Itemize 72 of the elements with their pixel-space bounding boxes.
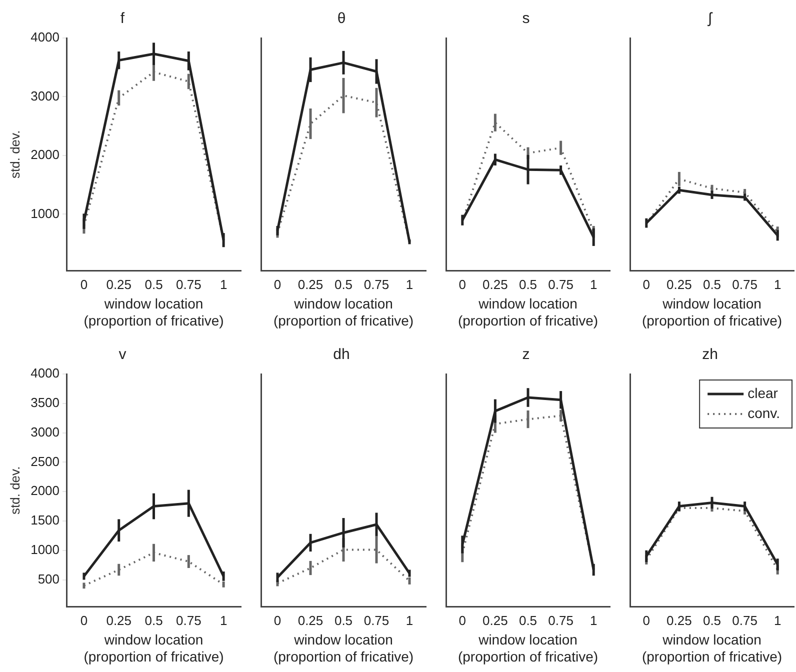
x-tick-label: 1	[406, 277, 414, 292]
x-tick-label: 1	[590, 613, 598, 628]
y-tick-label: 2000	[30, 483, 60, 498]
x-tick-label: 0.75	[176, 613, 202, 628]
x-axis-title: window location (proportion of fricative)	[458, 632, 598, 664]
x-tick-label: 0.75	[548, 613, 574, 628]
x-tick-label: 0.5	[144, 277, 163, 292]
y-axis-title: std. dev.	[7, 130, 22, 178]
x-axis-title: window location (proportion of fricative)	[84, 632, 224, 664]
y-tick-label: 1500	[30, 512, 60, 528]
x-axis-title: window location (proportion of fricative)	[273, 296, 414, 328]
x-tick-label: 1	[406, 613, 414, 628]
legend-label: conv.	[748, 404, 780, 421]
x-tick-label: 0.5	[702, 613, 722, 628]
x-axis-title: window location (proportion of fricative)	[84, 296, 224, 328]
x-tick-label: 0.25	[106, 613, 132, 628]
x-axis-title: window location (proportion of fricative)	[642, 296, 782, 328]
x-tick-label: 0.25	[482, 277, 508, 292]
x-axis-title: window location (proportion of fricative)	[642, 632, 782, 664]
x-tick-label: 0.5	[702, 277, 722, 292]
x-tick-label: 1	[220, 613, 228, 628]
x-tick-label: 0.75	[364, 613, 390, 628]
y-tick-label: 1000	[30, 206, 60, 221]
x-tick-label: 0.75	[732, 277, 758, 292]
x-axis-title: window location (proportion of fricative)	[273, 632, 414, 664]
chart-title: zh	[702, 346, 718, 364]
chart-title: z	[522, 346, 530, 364]
chart-title: ʃ	[707, 10, 714, 28]
x-tick-label: 0.5	[334, 277, 353, 292]
x-tick-label: 0.5	[518, 613, 538, 628]
y-tick-label: 4000	[30, 366, 60, 381]
x-tick-label: 1	[220, 277, 228, 292]
x-tick-label: 0	[80, 613, 88, 628]
chart-title: f	[120, 10, 126, 28]
x-tick-label: 0	[642, 613, 650, 628]
x-tick-label: 0.5	[518, 277, 538, 292]
x-tick-label: 0.75	[548, 277, 574, 292]
x-tick-label: 0.5	[334, 613, 353, 628]
y-tick-label: 3000	[30, 424, 60, 440]
x-tick-label: 0.25	[298, 613, 324, 628]
x-tick-label: 0	[274, 613, 282, 628]
x-tick-label: 0	[458, 277, 466, 292]
chart-title: s	[522, 10, 530, 28]
x-tick-label: 0	[80, 277, 88, 292]
chart-title: θ	[337, 10, 346, 28]
y-tick-label: 500	[38, 571, 60, 586]
x-axis-title: window location (proportion of fricative)	[458, 296, 598, 328]
x-tick-label: 0.25	[298, 277, 324, 292]
x-tick-label: 0	[642, 277, 650, 292]
y-tick-label: 4000	[30, 30, 60, 45]
y-tick-label: 2500	[30, 454, 60, 469]
y-tick-label: 2000	[30, 147, 60, 162]
legend-label: clear	[748, 384, 778, 401]
x-tick-label: 0.25	[106, 277, 132, 292]
x-tick-label: 0.75	[364, 277, 390, 292]
x-tick-label: 1	[590, 277, 598, 292]
x-tick-label: 0.75	[176, 277, 202, 292]
x-tick-label: 1	[774, 277, 782, 292]
y-axis-title: std. dev.	[7, 466, 22, 514]
x-tick-label: 0.25	[666, 613, 692, 628]
x-tick-label: 0	[274, 277, 282, 292]
x-tick-label: 0.75	[732, 613, 758, 628]
y-tick-label: 1000	[30, 542, 60, 557]
x-tick-label: 1	[774, 613, 782, 628]
x-tick-label: 0.25	[482, 613, 508, 628]
x-tick-label: 0.25	[666, 277, 692, 292]
y-tick-label: 3500	[30, 394, 60, 410]
y-tick-label: 3000	[30, 88, 60, 104]
chart-title: v	[118, 346, 127, 364]
chart-title: dh	[333, 346, 350, 364]
x-tick-label: 0	[458, 613, 466, 628]
x-tick-label: 0.5	[144, 613, 163, 628]
